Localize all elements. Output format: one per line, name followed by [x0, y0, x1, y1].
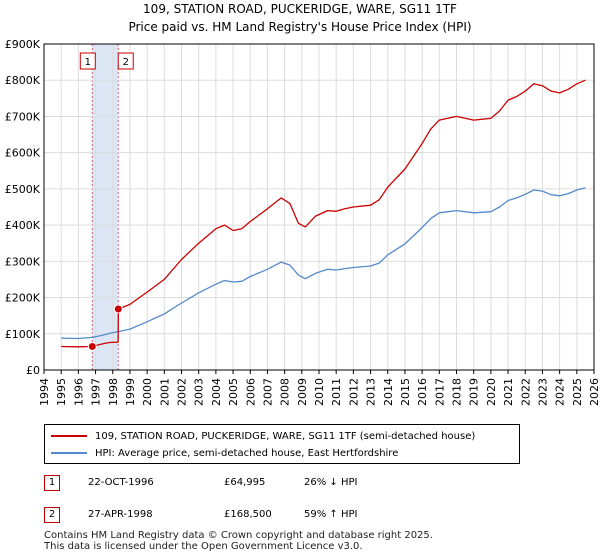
transaction-date: 22-OCT-1996 — [88, 477, 154, 488]
x-tick-label: 2010 — [313, 378, 326, 406]
x-tick-label: 2002 — [176, 378, 189, 406]
x-tick-label: 2021 — [502, 378, 515, 406]
hpi-line — [61, 187, 586, 340]
price-chart: £0 £100K £200K £300K £400K £500K £600K £700K £80… — [5, 38, 600, 406]
y-tick-label: £700K — [5, 110, 41, 123]
y-tick-label: £300K — [5, 255, 41, 268]
x-tick-label: 2019 — [468, 378, 481, 406]
legend-label-property: 109, STATION ROAD, PUCKERIDGE, WARE, SG1… — [95, 430, 476, 442]
x-tick-label: 2014 — [382, 378, 395, 406]
x-tick-label: 2017 — [433, 378, 446, 406]
footer-license: This data is licensed under the Open Gov… — [44, 541, 363, 552]
legend-entry-property: 109, STATION ROAD, PUCKERIDGE, WARE, SG1… — [51, 428, 475, 444]
sale-number-box — [117, 52, 134, 70]
x-tick-label: 2024 — [554, 378, 567, 406]
sale-number-label: 1 — [85, 57, 91, 68]
x-tick-label: 2011 — [330, 378, 343, 406]
footer-copyright: Contains HM Land Registry data © Crown c… — [44, 530, 433, 541]
transaction-badge: 2 — [44, 507, 60, 523]
x-tick-label: 2016 — [416, 378, 429, 406]
x-tick-label: 2009 — [296, 378, 309, 406]
transaction-badge: 1 — [44, 475, 60, 491]
y-tick-label: £800K — [5, 74, 41, 87]
x-tick-label: 2013 — [365, 378, 378, 406]
x-tick-label: 1995 — [55, 378, 68, 406]
chart-title: 109, STATION ROAD, PUCKERIDGE, WARE, SG1… — [143, 2, 457, 16]
x-tick-label: 1998 — [107, 378, 120, 406]
legend-entry-hpi: HPI: Average price, semi-detached house,… — [51, 445, 398, 461]
plot-frame — [43, 43, 595, 371]
sale-period-band — [92, 44, 119, 370]
x-tick-label: 2015 — [399, 378, 412, 406]
x-tick-label: 2004 — [210, 378, 223, 406]
x-tick-label: 1996 — [72, 378, 85, 406]
x-tick-label: 2005 — [227, 378, 240, 406]
legend-label-hpi: HPI: Average price, semi-detached house,… — [95, 447, 399, 459]
property-price-line — [61, 79, 586, 348]
x-tick-label: 2008 — [279, 378, 292, 406]
x-tick-label: 2012 — [347, 378, 360, 406]
y-tick-label: £100K — [5, 328, 41, 341]
sale-number-label: 2 — [123, 57, 129, 68]
y-tick-label: £200K — [5, 292, 41, 305]
x-tick-label: 2003 — [193, 378, 206, 406]
transaction-date: 27-APR-1998 — [88, 509, 153, 520]
x-tick-label: 2022 — [519, 378, 532, 406]
x-tick-label: 2025 — [571, 378, 584, 406]
transaction-hpi-diff: 59% ↑ HPI — [304, 509, 358, 520]
y-tick-label: £600K — [5, 147, 41, 160]
transaction-price: £168,500 — [224, 509, 272, 520]
sale-number-box — [79, 52, 96, 70]
x-tick-label: 1997 — [90, 378, 103, 406]
x-tick-label: 2000 — [141, 378, 154, 406]
legend-swatch-hpi — [51, 452, 87, 454]
x-tick-label: 1994 — [38, 378, 51, 406]
x-tick-label: 2001 — [158, 378, 171, 406]
x-tick-label: 2007 — [261, 378, 274, 406]
legend-swatch-property — [51, 435, 87, 437]
x-tick-label: 2023 — [536, 378, 549, 406]
transaction-hpi-diff: 26% ↓ HPI — [304, 477, 358, 488]
chart-subtitle: Price paid vs. HM Land Registry's House … — [128, 20, 472, 34]
sale-point — [113, 304, 123, 314]
x-tick-label: 1999 — [124, 378, 137, 406]
y-tick-label: £400K — [5, 219, 41, 232]
sale-point — [87, 341, 97, 351]
x-tick-label: 2018 — [451, 378, 464, 406]
x-tick-label: 2020 — [485, 378, 498, 406]
x-tick-label: 2006 — [244, 378, 257, 406]
transaction-price: £64,995 — [224, 477, 266, 488]
x-tick-label: 2026 — [588, 378, 600, 406]
y-tick-label: £0 — [26, 364, 40, 377]
chart-legend: 109, STATION ROAD, PUCKERIDGE, WARE, SG1… — [44, 424, 520, 464]
y-tick-label: £500K — [5, 183, 41, 196]
y-tick-label: £900K — [5, 38, 41, 51]
